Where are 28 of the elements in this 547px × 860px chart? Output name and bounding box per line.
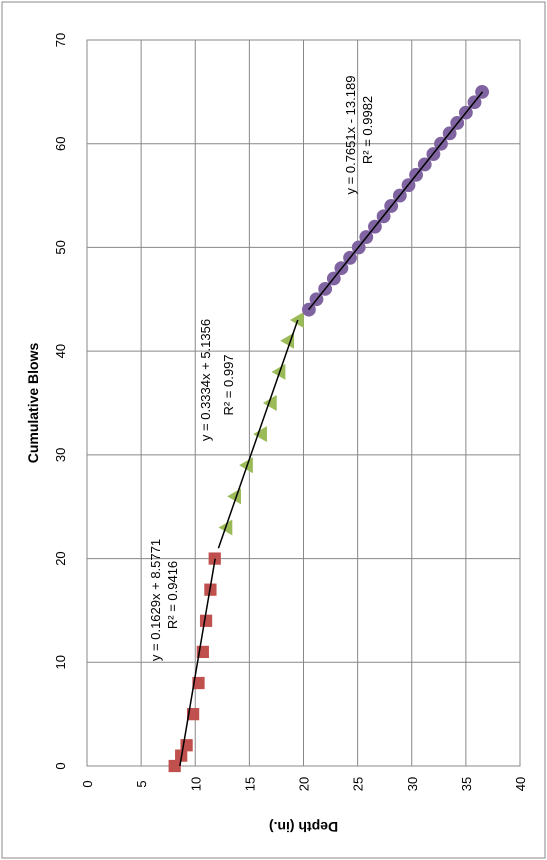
x-tick-label: 15: [242, 776, 258, 792]
y-tick-label: 70: [53, 32, 68, 48]
y-tick-label: 40: [53, 344, 68, 358]
x-axis-title: Depth (in.): [268, 819, 338, 835]
x-tick-label: 20: [296, 776, 312, 792]
x-tick-label: 10: [188, 776, 204, 792]
point: [208, 552, 221, 565]
y-tick-label: 30: [53, 448, 68, 462]
x-tick-label: 35: [458, 776, 474, 792]
annotation: R² = 0.997: [221, 354, 236, 416]
x-tick-label: 40: [513, 776, 528, 792]
point: [302, 302, 316, 317]
x-tick-label: 5: [134, 780, 150, 788]
y-tick-label: 10: [53, 655, 68, 670]
x-tick-label: 0: [80, 780, 95, 788]
y-tick-label: 60: [53, 136, 68, 151]
annotation: y = 0.1629x + 8.5771: [148, 538, 163, 662]
y-tick-label: 20: [53, 551, 68, 566]
point: [475, 84, 490, 99]
annotation: R² = 0.9416: [165, 560, 180, 630]
x-tick-label: 25: [350, 776, 366, 792]
annotation: y = 0.7651x - 13.189: [343, 76, 358, 194]
y-axis-title: Cumulative Blows: [25, 342, 41, 464]
annotation: R² = 0.9982: [360, 96, 375, 164]
annotation: y = 0.3334x + 5.1356: [198, 318, 213, 442]
y-tick-label: 0: [53, 762, 68, 770]
x-tick-label: 30: [404, 776, 420, 792]
y-tick-label: 50: [53, 240, 68, 255]
